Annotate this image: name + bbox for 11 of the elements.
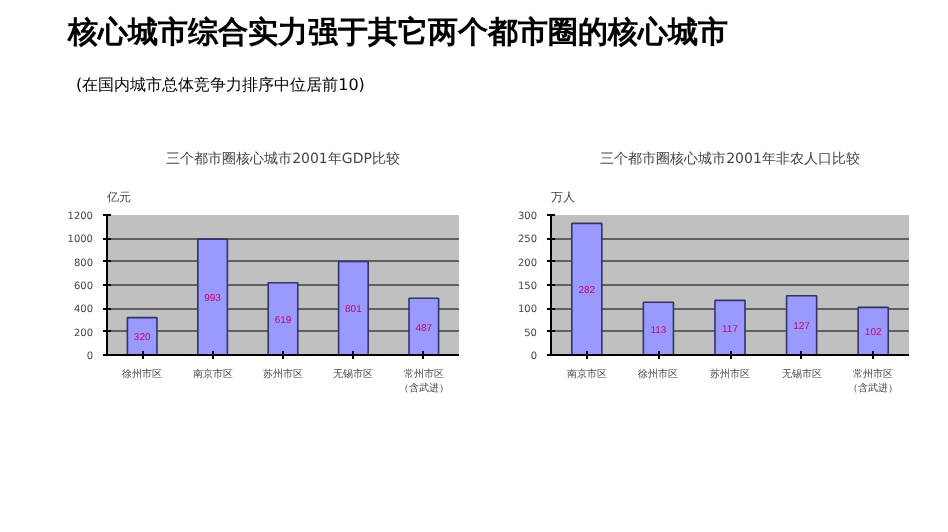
bar <box>267 281 299 355</box>
bar <box>714 299 746 355</box>
bar <box>197 238 229 355</box>
bar <box>642 301 675 355</box>
bar <box>337 260 369 355</box>
bar <box>408 297 440 355</box>
text: 核心城市综合实力强于其它两个都市圈的核心城市 <box>68 12 728 54</box>
text: (在国内城市总体竞争力排序中位居前10) <box>76 74 365 98</box>
bar <box>857 306 890 355</box>
bar <box>785 294 818 355</box>
bar <box>570 222 603 355</box>
